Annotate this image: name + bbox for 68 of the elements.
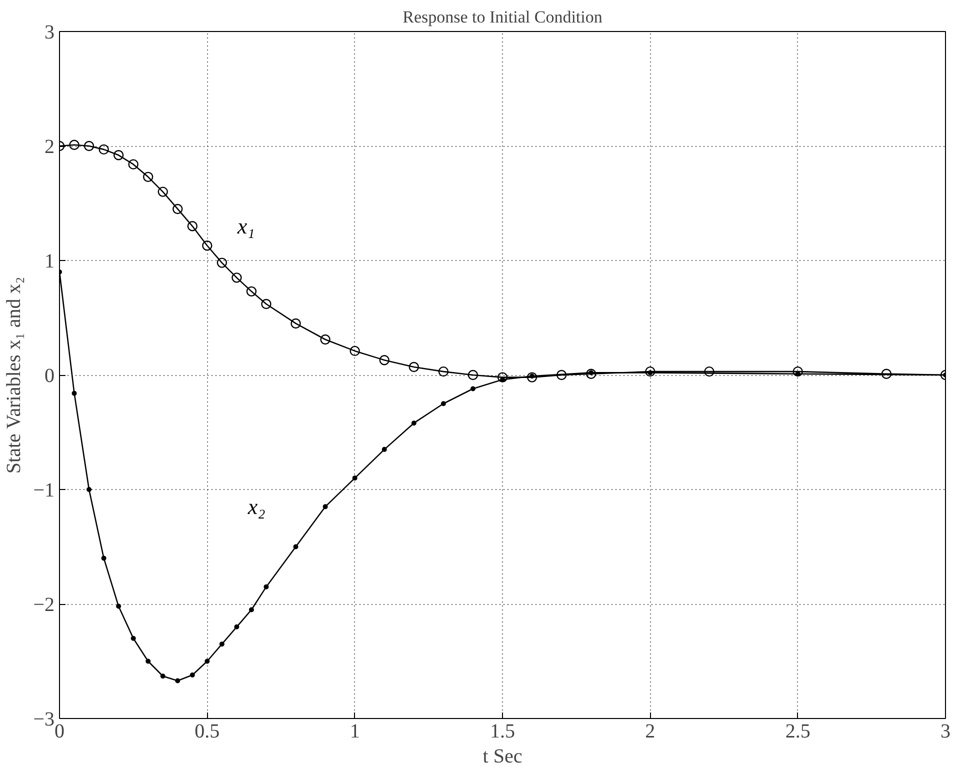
point — [408, 362, 419, 372]
point — [586, 368, 596, 379]
y-tick-label: 1 — [44, 250, 54, 272]
point — [202, 240, 212, 251]
x-axis-title: t Sec — [482, 746, 522, 768]
point — [143, 172, 154, 182]
point — [146, 658, 151, 664]
point — [411, 420, 416, 426]
point — [440, 401, 446, 406]
point — [704, 366, 714, 377]
point — [232, 272, 242, 283]
point — [438, 366, 449, 377]
point — [160, 674, 166, 679]
x-tick-label: 0.5 — [194, 720, 220, 742]
point — [72, 390, 77, 396]
x-tick-label: 1.5 — [490, 720, 515, 742]
point — [293, 544, 298, 550]
point — [320, 334, 330, 345]
point — [248, 607, 254, 612]
point — [116, 604, 122, 609]
point — [379, 355, 390, 366]
point — [113, 150, 124, 160]
point — [216, 258, 228, 268]
point — [130, 636, 136, 641]
point — [792, 366, 803, 377]
point — [261, 298, 272, 310]
y-tick-label: 2 — [44, 136, 54, 158]
y-tick-label: −3 — [33, 708, 54, 730]
point — [128, 159, 138, 170]
point — [350, 346, 360, 356]
point — [470, 386, 476, 392]
y-tick-label: 0 — [44, 365, 54, 387]
series-label: x₁ — [236, 214, 255, 239]
point — [172, 204, 183, 214]
point — [69, 140, 80, 150]
y-axis-title: State Variables x₁ and x₂ — [3, 276, 26, 474]
point — [264, 584, 269, 590]
chart-title: Response to Initial Condition — [402, 8, 603, 26]
point — [526, 372, 538, 382]
point — [290, 318, 301, 329]
y-tick-label: −2 — [33, 594, 54, 616]
series-label: x₂ — [246, 494, 266, 520]
x-tick-label: 2 — [645, 720, 656, 742]
x-tick-label: 3 — [940, 720, 950, 742]
y-tick-label: −1 — [33, 480, 54, 502]
point — [175, 678, 180, 684]
point — [158, 186, 168, 197]
point — [497, 372, 508, 382]
point — [556, 370, 567, 380]
point — [187, 221, 198, 232]
point — [219, 642, 224, 647]
point — [204, 658, 210, 664]
point — [190, 672, 195, 678]
point — [322, 504, 328, 510]
point — [86, 487, 92, 492]
point — [98, 144, 109, 155]
point — [352, 476, 358, 481]
x-tick-label: 2.5 — [785, 720, 810, 742]
y-tick-label: 3 — [44, 22, 54, 44]
x-tick-label: 1 — [350, 720, 360, 742]
point — [234, 624, 240, 630]
point — [382, 446, 387, 452]
point — [101, 556, 106, 561]
point — [84, 140, 94, 152]
point — [468, 370, 478, 380]
point — [881, 368, 892, 379]
point — [246, 286, 257, 297]
point — [645, 366, 656, 377]
